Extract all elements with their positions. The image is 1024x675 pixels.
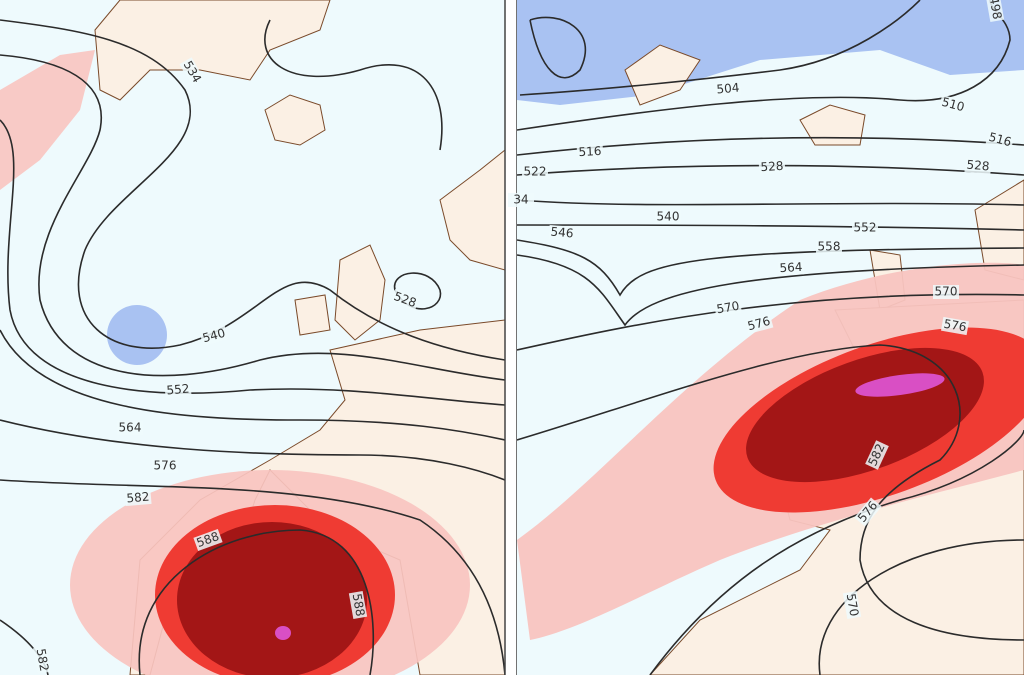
contour-value: 34 xyxy=(513,193,528,207)
contour-value: 504 xyxy=(716,81,740,97)
label-background xyxy=(744,313,774,335)
contour-value: 576 xyxy=(154,459,177,473)
label-background xyxy=(938,94,968,116)
label-background xyxy=(854,497,882,527)
contour-label: 576 xyxy=(744,313,774,335)
contour-label: 498 xyxy=(985,0,1005,23)
contour-label: 576 xyxy=(152,459,178,473)
contour-label: 558 xyxy=(816,240,842,254)
contour-value: 576 xyxy=(746,314,772,333)
contour-label: 576 xyxy=(940,316,970,336)
contour-value: 570 xyxy=(844,592,862,617)
contour-value: 552 xyxy=(166,382,190,398)
label-background xyxy=(117,421,143,435)
contour-value: 570 xyxy=(935,285,958,299)
label-background xyxy=(964,157,992,175)
contour-value: 516 xyxy=(987,130,1013,149)
label-background xyxy=(548,224,576,242)
label-background xyxy=(713,298,743,318)
contour-value: 498 xyxy=(987,0,1005,20)
label-background xyxy=(32,645,52,675)
contour-label: 570 xyxy=(842,590,862,620)
contour-value: 564 xyxy=(119,421,142,435)
label-background xyxy=(348,590,368,620)
contour-value: 564 xyxy=(779,260,803,275)
contour-label: 528 xyxy=(758,159,786,175)
label-background xyxy=(390,288,420,312)
label-background xyxy=(940,316,970,336)
contour-label: 540 xyxy=(655,210,681,224)
contour-label: 564 xyxy=(777,260,805,276)
contour-label: 582 xyxy=(124,489,152,507)
contour-label: 570 xyxy=(933,285,959,299)
contour-value: 588 xyxy=(350,592,368,617)
label-background xyxy=(985,129,1015,151)
label-background xyxy=(522,165,548,179)
contour-value: 540 xyxy=(201,326,227,345)
contour-label: 522 xyxy=(522,165,548,179)
contour-value: 546 xyxy=(550,225,574,241)
contour-value: 510 xyxy=(940,95,966,114)
contour-label: 528 xyxy=(964,157,992,175)
contour-value: 570 xyxy=(715,299,740,317)
contour-value: 528 xyxy=(966,158,990,174)
contour-value: 552 xyxy=(854,221,877,235)
contour-label: 504 xyxy=(714,80,742,98)
contour-label: 564 xyxy=(117,421,143,435)
contour-label: 552 xyxy=(164,381,192,399)
label-background xyxy=(124,489,152,507)
contour-label: 582 xyxy=(32,645,52,675)
label-background xyxy=(193,528,223,552)
contour-value: 582 xyxy=(34,647,52,672)
label-background xyxy=(842,590,862,620)
label-background xyxy=(816,240,842,254)
contour-label: 516 xyxy=(576,144,604,160)
contour-value: 522 xyxy=(524,165,547,179)
right-map xyxy=(517,0,1024,675)
label-background xyxy=(508,193,534,207)
contour-label: 540 xyxy=(199,325,229,347)
label-background xyxy=(655,210,681,224)
contour-value: 582 xyxy=(126,490,150,506)
contour-label: 516 xyxy=(985,129,1015,151)
contour-label: 552 xyxy=(852,221,878,235)
contour-label: 588 xyxy=(348,590,368,620)
label-background xyxy=(164,381,192,399)
label-background xyxy=(777,260,805,276)
contour-label: 34 xyxy=(508,193,534,207)
contour-label: 528 xyxy=(390,288,420,312)
contour-label: 510 xyxy=(938,94,968,116)
left-map xyxy=(0,0,505,675)
contour-value: 576 xyxy=(943,317,968,335)
label-background xyxy=(865,440,889,470)
contour-value: 516 xyxy=(578,144,602,159)
label-background xyxy=(714,80,742,98)
label-background xyxy=(199,325,229,347)
label-background xyxy=(179,57,205,87)
contour-label: 588 xyxy=(193,528,223,552)
contour-label: 570 xyxy=(713,298,743,318)
label-background xyxy=(758,159,786,175)
label-background xyxy=(933,285,959,299)
label-background xyxy=(852,221,878,235)
contour-value: 540 xyxy=(657,210,680,224)
label-background xyxy=(152,459,178,473)
contour-value: 528 xyxy=(760,159,784,174)
contour-value: 558 xyxy=(818,240,841,254)
label-background xyxy=(985,0,1005,23)
contour-label: 546 xyxy=(548,224,576,242)
label-background xyxy=(576,144,604,160)
